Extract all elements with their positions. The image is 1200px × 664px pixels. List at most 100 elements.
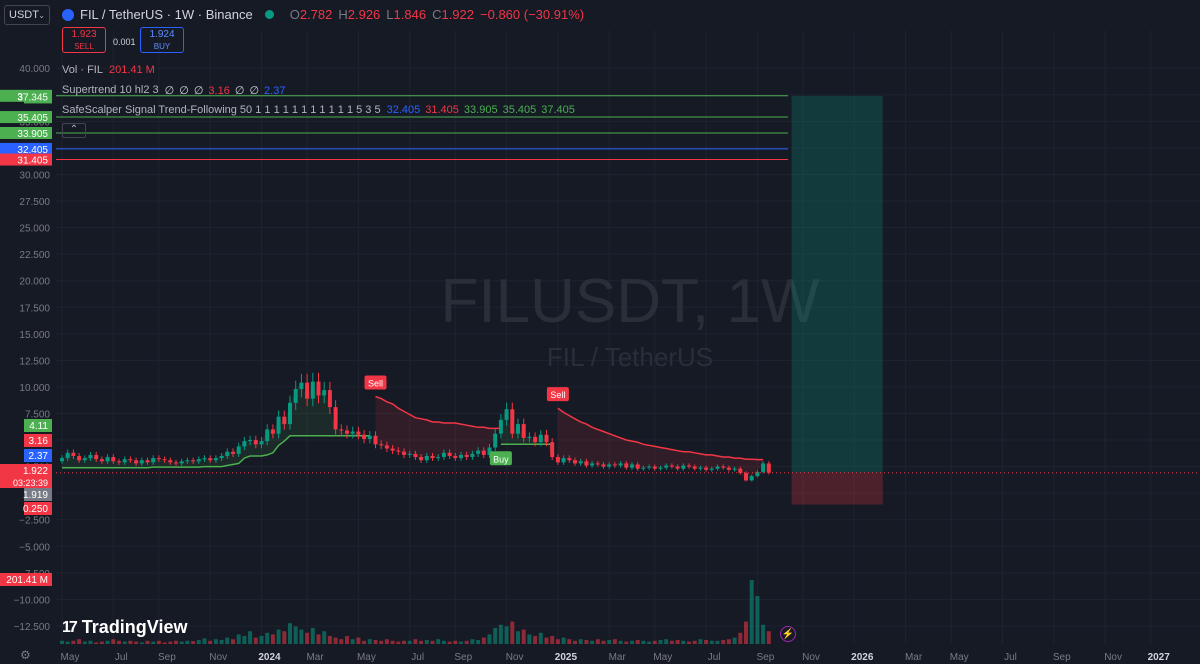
volume-bar — [493, 628, 498, 644]
volume-bar — [664, 639, 669, 644]
tradingview-logo-text: TradingView — [81, 617, 188, 637]
candle-body — [567, 458, 572, 461]
price-label: 1.922 — [23, 466, 48, 477]
ohlc-item: C1.922 — [432, 7, 474, 22]
candle-body — [692, 466, 697, 469]
candle-body — [310, 381, 315, 399]
volume-bar — [407, 640, 412, 644]
candle-body — [350, 431, 355, 434]
candle-body — [156, 458, 161, 460]
sell-label: SELL — [74, 42, 94, 51]
level-price-label-bg — [0, 142, 52, 155]
indicator-safescalper-values: 32.405 31.405 33.905 35.405 37.405 — [387, 104, 580, 116]
sell-button[interactable]: 1.923 SELL — [62, 27, 106, 53]
volume-bar — [447, 641, 452, 644]
volume-bar — [487, 634, 492, 644]
volume-bar — [647, 641, 652, 644]
indicator-supertrend-values: ∅ ∅ ∅ 3.16 ∅ ∅ 2.37 — [165, 84, 291, 97]
supertrend-value: ∅ — [249, 85, 260, 97]
candle-body — [453, 455, 458, 459]
candle-body — [641, 467, 646, 469]
candle-body — [744, 472, 748, 481]
candle-body — [213, 458, 218, 461]
volume-bar — [498, 624, 503, 644]
candle-body — [481, 450, 486, 455]
spread-value: 0.001 — [113, 37, 136, 47]
safescalper-value: 35.405 — [502, 104, 537, 116]
price-label: 37.345 — [17, 92, 48, 103]
volume-bar — [413, 639, 418, 644]
volume-bar — [721, 640, 726, 644]
volume-bar — [578, 639, 583, 644]
candle-body — [339, 429, 344, 431]
level-price-label: 31.405 — [17, 156, 48, 167]
volume-bar — [607, 640, 612, 644]
candle-body — [726, 467, 731, 470]
candle-body — [704, 467, 709, 470]
volume-bar — [481, 637, 486, 644]
volume-bar — [99, 641, 104, 644]
x-axis-tick-label: Jul — [411, 652, 424, 663]
volume-bar — [504, 626, 509, 644]
x-axis-tick-label: Jul — [115, 652, 128, 663]
volume-bar — [265, 632, 270, 644]
symbol-select[interactable]: USDT ⌄ — [4, 5, 50, 25]
volume-bar — [270, 634, 275, 644]
x-axis-tick-label: Jul — [708, 652, 721, 663]
volume-bar — [213, 639, 218, 644]
gear-icon[interactable]: ⚙ — [20, 648, 31, 662]
price-label: 4.11 — [29, 421, 48, 432]
volume-bar — [550, 636, 555, 644]
volume-bar — [185, 640, 190, 644]
y-axis-tick-label: 40.000 — [19, 64, 50, 75]
watermark-symbol: FILUSDT, 1W — [441, 267, 820, 336]
ohlc-value: 1.922 — [441, 7, 475, 22]
candle-body — [122, 459, 127, 463]
volume-bar — [117, 640, 121, 644]
volume-bar — [299, 629, 304, 644]
volume-bar — [561, 637, 566, 644]
collapse-legend-button[interactable]: ⌃ — [62, 123, 86, 138]
price-label-bg — [24, 488, 52, 501]
buy-price: 1.924 — [149, 29, 175, 40]
candle-body — [196, 459, 201, 462]
supertrend-value: 2.37 — [264, 85, 286, 97]
candle-body — [231, 451, 235, 454]
candle-body — [550, 442, 555, 458]
supertrend-down-line — [557, 407, 764, 461]
volume-bar — [111, 639, 116, 644]
buy-button[interactable]: 1.924 BUY — [140, 27, 184, 53]
candle-body — [407, 453, 412, 455]
candle-body — [94, 454, 99, 460]
y-axis-tick-label: 12.500 — [19, 356, 50, 367]
volume-bar — [516, 631, 520, 644]
volume-bar — [162, 642, 167, 644]
volume-bar — [208, 640, 213, 644]
y-axis-tick-label: 27.500 — [19, 197, 50, 208]
volume-bar — [65, 641, 70, 644]
candle-body — [544, 434, 549, 443]
candle-body — [128, 459, 133, 461]
signal-buy-marker — [489, 451, 512, 466]
candle-body — [111, 457, 116, 462]
candle-body — [607, 464, 612, 467]
ohlc-value: 1.846 — [393, 7, 427, 22]
indicator-volume[interactable]: Vol · FIL 201.41 M — [62, 64, 155, 76]
volume-bar — [618, 640, 623, 644]
candle-body — [761, 463, 766, 472]
x-axis-tick-label: Sep — [158, 652, 176, 663]
indicator-supertrend[interactable]: Supertrend 10 hl2 3 ∅ ∅ ∅ 3.16 ∅ ∅ 2.37 — [62, 84, 290, 97]
safescalper-value: 31.405 — [425, 104, 459, 116]
volume-bar — [652, 640, 657, 644]
supertrend-value: ∅ — [179, 85, 189, 97]
volume-bar — [390, 640, 395, 644]
indicator-safescalper[interactable]: SafeScalper Signal Trend-Following 50 1 … — [62, 104, 580, 116]
candle-body — [179, 461, 184, 464]
candle-body — [333, 407, 338, 430]
supertrend-down-fill — [375, 396, 501, 461]
bolt-icon[interactable]: ⚡ — [780, 626, 796, 642]
volume-bar — [687, 641, 691, 644]
volume-bar — [402, 640, 406, 644]
indicator-supertrend-name: Supertrend 10 hl2 3 — [62, 84, 159, 96]
